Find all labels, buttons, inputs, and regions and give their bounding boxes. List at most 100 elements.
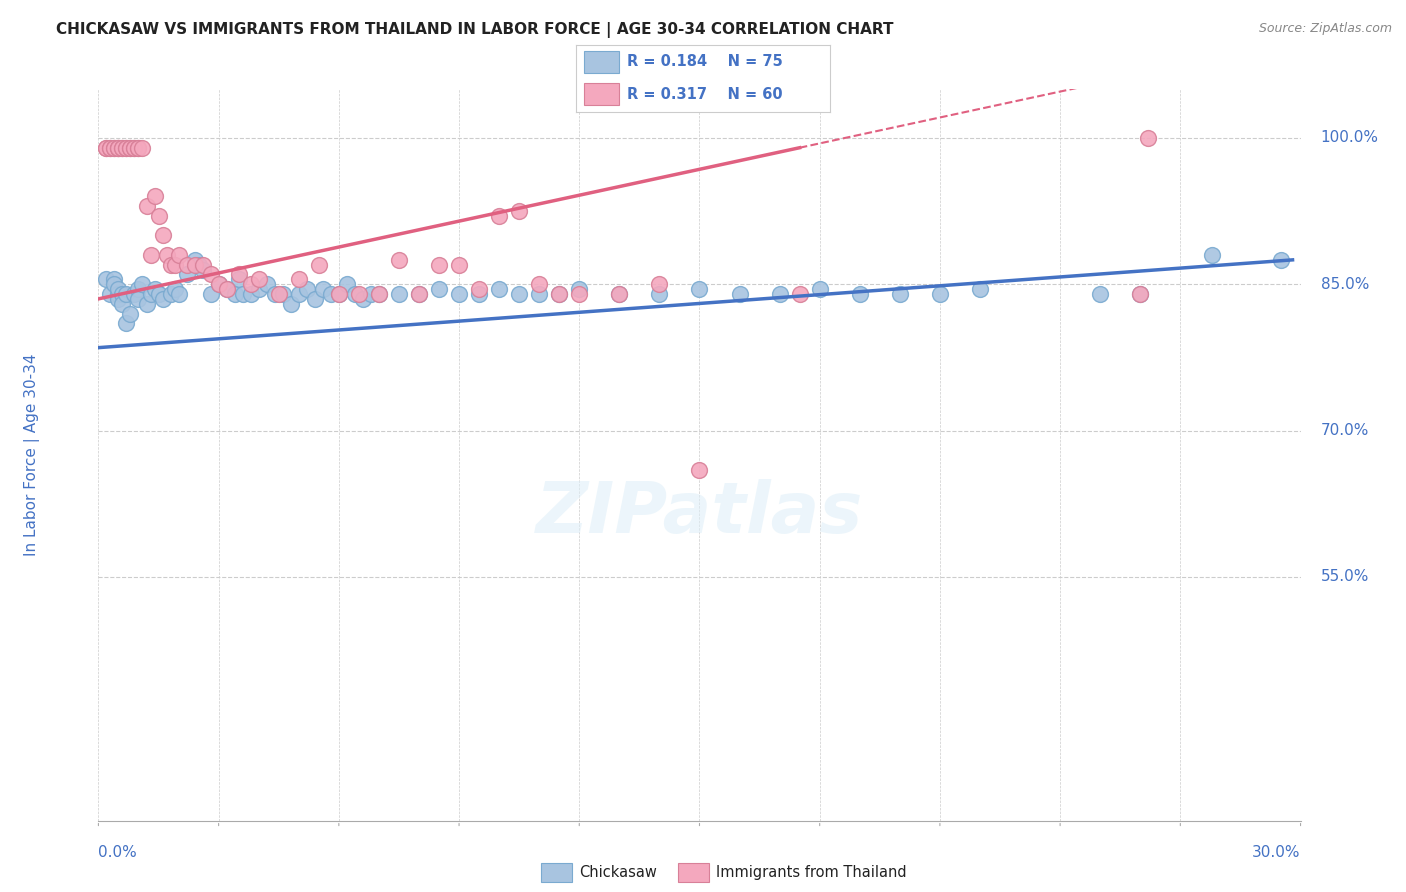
Point <box>100 141 122 155</box>
Text: Chickasaw: Chickasaw <box>579 865 657 880</box>
Bar <box>583 83 620 104</box>
Point <box>648 277 671 292</box>
Point <box>155 248 177 262</box>
Point <box>152 228 174 243</box>
Point <box>319 287 342 301</box>
Point <box>148 209 170 223</box>
Point <box>288 272 311 286</box>
Point <box>1270 252 1292 267</box>
Point <box>347 287 370 301</box>
Point <box>135 297 157 311</box>
Point <box>648 287 671 301</box>
Point <box>124 141 146 155</box>
Point <box>183 258 205 272</box>
Point <box>103 277 125 292</box>
Point <box>120 306 142 320</box>
Point <box>768 287 790 301</box>
Point <box>228 268 250 282</box>
Point <box>111 141 134 155</box>
Point <box>609 287 631 301</box>
Point <box>215 282 238 296</box>
Point <box>111 287 134 301</box>
Point <box>120 141 142 155</box>
Point <box>148 287 170 301</box>
Point <box>789 287 811 301</box>
Point <box>228 272 250 286</box>
Point <box>128 292 150 306</box>
Text: Immigrants from Thailand: Immigrants from Thailand <box>716 865 907 880</box>
Point <box>609 287 631 301</box>
Point <box>120 141 142 155</box>
Point <box>488 209 510 223</box>
Text: R = 0.184    N = 75: R = 0.184 N = 75 <box>627 54 783 70</box>
Point <box>263 287 285 301</box>
Point <box>529 287 551 301</box>
Point <box>143 282 166 296</box>
Point <box>176 258 198 272</box>
Point <box>929 287 952 301</box>
Text: R = 0.317    N = 60: R = 0.317 N = 60 <box>627 87 783 102</box>
Point <box>295 282 318 296</box>
Point <box>200 287 222 301</box>
Point <box>124 287 146 301</box>
Point <box>103 272 125 286</box>
Point <box>468 282 491 296</box>
Point <box>107 141 129 155</box>
Point <box>1201 248 1223 262</box>
Point <box>107 282 129 296</box>
Point <box>267 287 290 301</box>
Point <box>124 141 146 155</box>
Point <box>191 262 214 277</box>
Point <box>271 287 294 301</box>
Point <box>343 287 366 301</box>
Text: 85.0%: 85.0% <box>1320 277 1369 292</box>
Point <box>100 141 122 155</box>
Point <box>308 258 330 272</box>
Point <box>183 252 205 267</box>
Point <box>427 258 450 272</box>
Point <box>529 277 551 292</box>
Point <box>969 282 991 296</box>
Point <box>131 277 153 292</box>
Bar <box>583 51 620 73</box>
Point <box>1129 287 1152 301</box>
Point <box>167 248 190 262</box>
Point <box>224 287 246 301</box>
Point <box>808 282 831 296</box>
Text: In Labor Force | Age 30-34: In Labor Force | Age 30-34 <box>24 353 41 557</box>
Text: 100.0%: 100.0% <box>1320 130 1379 145</box>
Point <box>688 462 710 476</box>
Point <box>191 258 214 272</box>
Point <box>447 287 470 301</box>
Point <box>548 287 571 301</box>
Text: 0.0%: 0.0% <box>98 845 138 860</box>
Point <box>96 141 118 155</box>
Point <box>388 252 411 267</box>
Point <box>328 287 350 301</box>
Point <box>200 268 222 282</box>
Point <box>427 282 450 296</box>
Point <box>1137 131 1160 145</box>
Point <box>408 287 430 301</box>
Point <box>568 282 591 296</box>
Point <box>728 287 751 301</box>
Point <box>103 141 125 155</box>
Point <box>215 282 238 296</box>
Point <box>167 287 190 301</box>
Point <box>176 268 198 282</box>
Point <box>187 258 209 272</box>
Point <box>1129 287 1152 301</box>
Point <box>447 258 470 272</box>
Point <box>96 272 118 286</box>
Point <box>208 277 231 292</box>
Point <box>115 141 138 155</box>
Point <box>336 277 359 292</box>
Point <box>849 287 872 301</box>
Point <box>568 287 591 301</box>
Point <box>128 282 150 296</box>
Point <box>688 282 710 296</box>
Point <box>128 141 150 155</box>
Point <box>100 287 122 301</box>
Point <box>368 287 391 301</box>
Point <box>131 141 153 155</box>
